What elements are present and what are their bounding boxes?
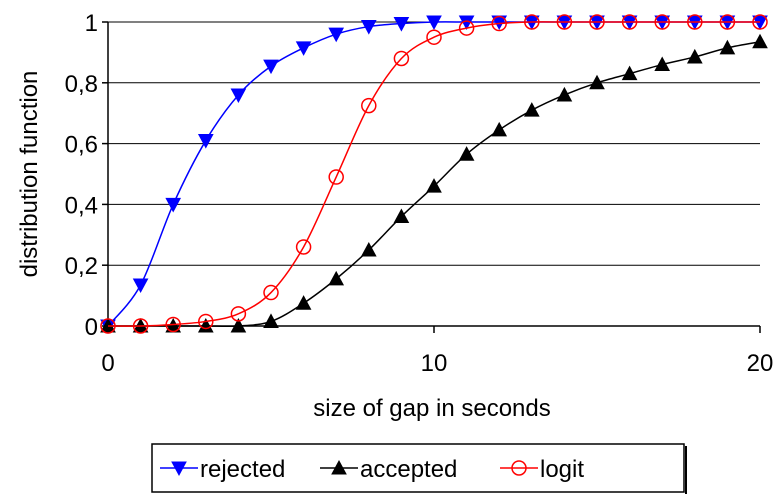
data-point-logit-3 — [198, 313, 214, 330]
data-point-logit-11 — [458, 20, 475, 36]
data-point-logit-12 — [491, 15, 507, 32]
data-point-logit-2 — [165, 316, 181, 333]
data-point-accepted-8 — [360, 241, 377, 257]
data-point-logit-1 — [132, 318, 149, 334]
data-point-accepted-4 — [230, 317, 247, 333]
data-point-accepted-19 — [719, 39, 736, 55]
legend-label-rejected: rejected — [200, 456, 285, 483]
data-point-accepted-6 — [295, 295, 312, 310]
data-point-accepted-11 — [458, 146, 475, 161]
data-point-accepted-14 — [556, 86, 573, 102]
data-point-rejected-3 — [197, 134, 214, 149]
data-point-logit-13 — [524, 14, 540, 30]
y-tick-label-2: 0,4 — [65, 192, 98, 219]
data-point-rejected-6 — [295, 41, 312, 56]
legend-label-logit: logit — [540, 456, 584, 483]
tick-labels: 0 10 20 0 0,2 0,4 0,6 0,8 1 — [65, 10, 773, 377]
legend-item-rejected: rejected — [160, 456, 285, 483]
legend-item-logit: logit — [500, 456, 584, 483]
legend-marker-accepted — [331, 459, 347, 475]
series-accepted — [100, 33, 768, 333]
data-point-accepted-7 — [328, 270, 345, 286]
legend-box — [151, 443, 685, 493]
data-point-logit-7 — [328, 169, 344, 185]
data-point-rejected-1 — [132, 278, 149, 294]
y-tick-label-0: 0 — [85, 314, 98, 341]
data-point-logit-9 — [393, 50, 410, 67]
data-point-logit-4 — [230, 306, 247, 322]
data-point-rejected-4 — [230, 88, 247, 104]
data-point-accepted-18 — [686, 48, 703, 64]
legend-items: rejected accepted logit — [160, 456, 584, 483]
data-point-rejected-9 — [393, 17, 410, 32]
y-tick-label-3: 0,6 — [65, 132, 98, 159]
y-tick-label-5: 1 — [85, 10, 98, 37]
x-tick-label-1: 10 — [421, 350, 448, 377]
legend-marker-logit — [511, 460, 527, 476]
data-point-accepted-9 — [393, 208, 410, 224]
data-point-logit-19 — [719, 14, 736, 30]
data-point-logit-6 — [295, 239, 312, 255]
data-point-accepted-17 — [654, 56, 671, 72]
data-point-accepted-5 — [263, 313, 279, 328]
data-point-logit-10 — [426, 29, 442, 45]
data-point-accepted-10 — [426, 178, 442, 193]
y-tick-label-1: 0,2 — [65, 253, 98, 280]
data-point-rejected-2 — [165, 197, 182, 213]
data-point-logit-18 — [687, 14, 703, 30]
data-point-accepted-20 — [752, 33, 768, 49]
data-series — [100, 14, 768, 335]
legend: rejected accepted logit — [151, 443, 687, 494]
data-point-accepted-16 — [621, 65, 638, 81]
x-tick-label-2: 20 — [747, 350, 773, 377]
data-point-logit-16 — [621, 14, 638, 30]
data-point-rejected-7 — [328, 27, 345, 43]
series-logit — [100, 14, 768, 334]
data-point-accepted-15 — [589, 74, 605, 90]
x-axis-label: size of gap in seconds — [313, 395, 550, 422]
data-point-accepted-13 — [523, 102, 540, 117]
data-point-rejected-5 — [263, 59, 279, 75]
legend-item-accepted: accepted — [320, 456, 457, 483]
data-point-accepted-12 — [491, 121, 508, 137]
data-point-rejected-8 — [360, 20, 377, 35]
data-point-logit-20 — [752, 14, 768, 30]
data-point-logit-14 — [556, 14, 573, 30]
legend-label-accepted: accepted — [360, 456, 457, 483]
y-tick-label-4: 0,8 — [65, 71, 98, 98]
data-point-logit-8 — [361, 97, 377, 114]
series-line-logit — [107, 21, 760, 327]
data-point-logit-5 — [263, 284, 279, 301]
data-point-logit-17 — [654, 14, 670, 30]
data-point-logit-15 — [589, 14, 605, 30]
legend-marker-rejected — [171, 461, 187, 477]
y-axis-label: distribution function — [16, 71, 43, 278]
x-tick-label-0: 0 — [101, 350, 114, 377]
data-point-logit-0 — [100, 318, 116, 334]
data-point-accepted-3 — [197, 317, 214, 333]
data-point-rejected-10 — [426, 15, 442, 31]
